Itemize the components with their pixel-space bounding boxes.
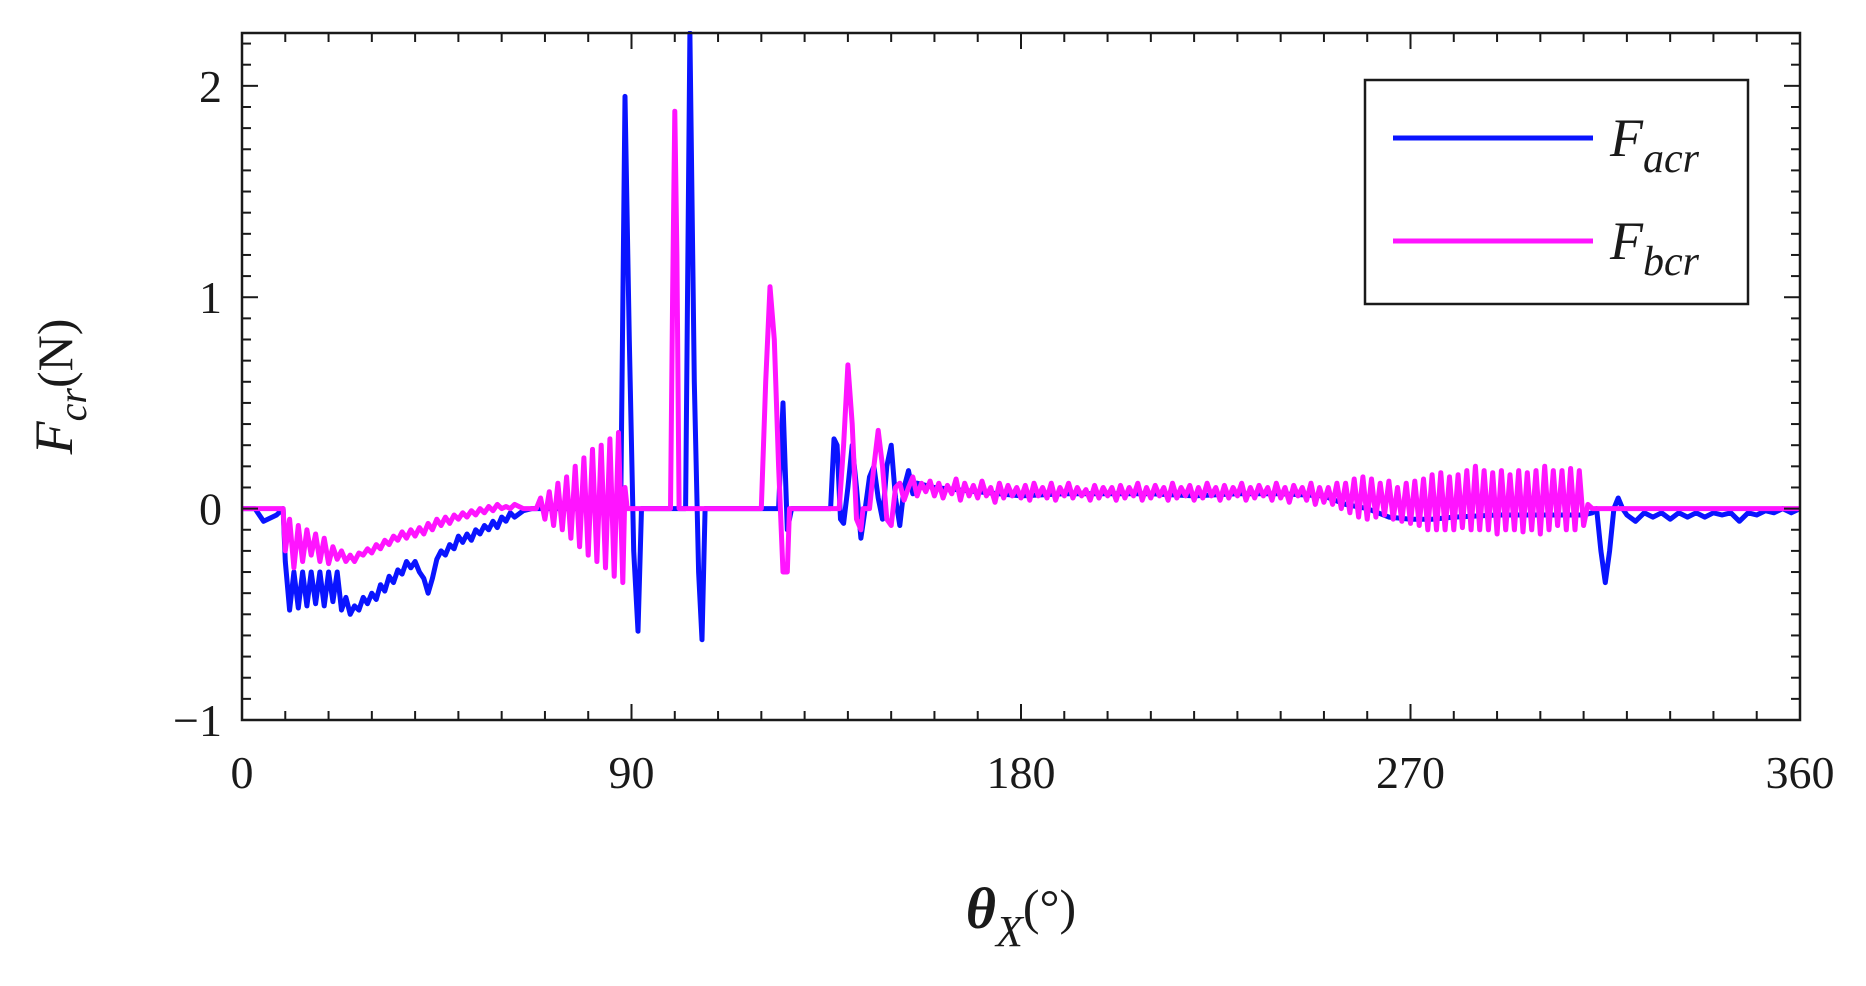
- legend-subscript: bcr: [1643, 239, 1700, 285]
- y-tick-label: 1: [199, 272, 222, 323]
- legend-symbol: F: [1609, 211, 1644, 271]
- y-axis-unit: (N): [27, 319, 83, 388]
- x-tick-label: 360: [1766, 747, 1835, 798]
- series-layer: [242, 31, 1800, 643]
- y-tick-label: 2: [199, 61, 222, 112]
- x-axis-title: θX(°): [966, 876, 1076, 956]
- x-tick-label: 0: [231, 747, 254, 798]
- x-tick-label: 270: [1376, 747, 1445, 798]
- legend-subscript: acr: [1643, 136, 1700, 182]
- x-axis-symbol: θ: [966, 876, 996, 941]
- y-axis-symbol: F: [24, 420, 84, 455]
- series-line-2: [242, 108, 1800, 586]
- x-tick-label: 180: [987, 747, 1056, 798]
- legend-symbol: F: [1609, 108, 1644, 168]
- y-axis-subscript: cr: [50, 388, 95, 422]
- y-tick-label: 0: [199, 484, 222, 535]
- y-tick-label: −1: [173, 695, 222, 746]
- y-axis-title: Fcr(N): [24, 319, 95, 456]
- legend-label-2: Fbcr: [1609, 211, 1700, 285]
- x-axis-subscript: X: [994, 907, 1025, 956]
- legend-label-1: Facr: [1609, 108, 1700, 182]
- x-tick-label: 90: [609, 747, 655, 798]
- x-axis-unit: (°): [1023, 879, 1076, 935]
- legend-box: [1363, 78, 1750, 306]
